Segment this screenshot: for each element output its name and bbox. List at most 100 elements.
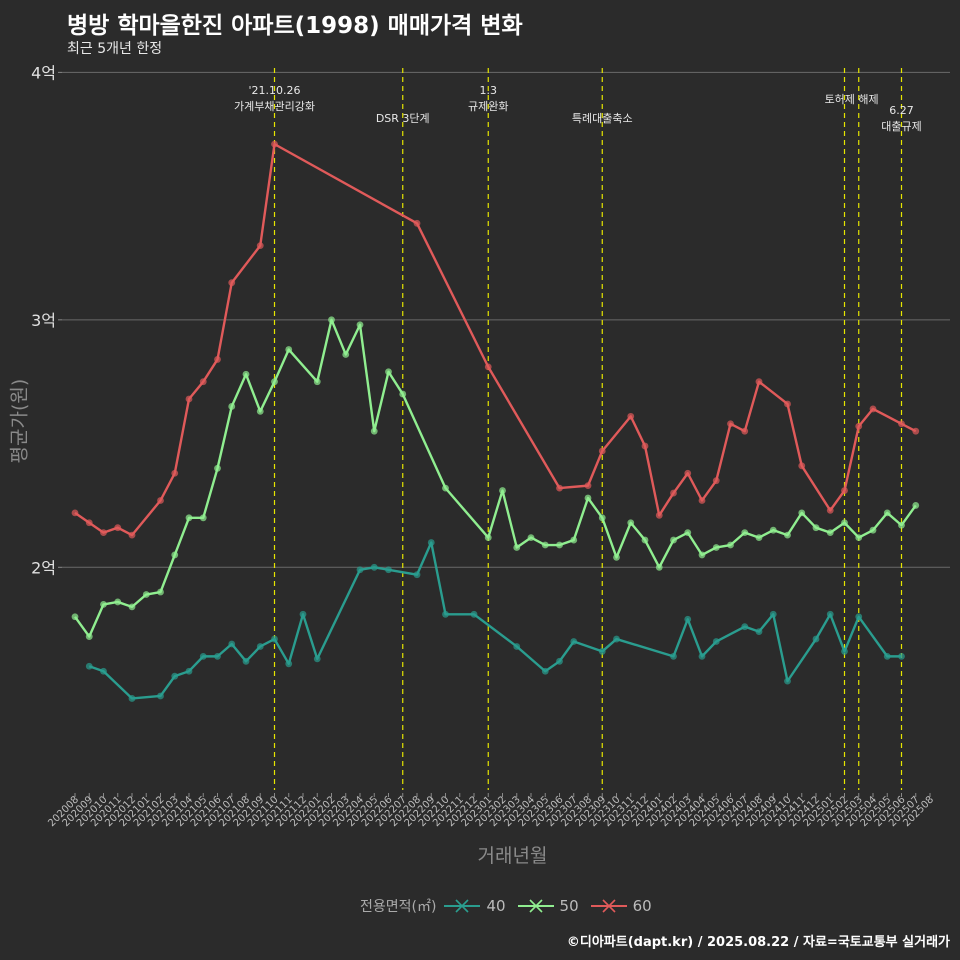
series-point-50 [584,494,592,502]
legend-item-40[interactable]: 40 [444,897,506,915]
series-point-50 [342,351,350,358]
series-point-50 [641,536,649,544]
series-point-60 [755,378,763,386]
series-point-40 [741,623,749,631]
credit-text: ©디아파트(dapt.kr) / 2025.08.22 / 자료=국토교통부 실… [566,935,950,950]
series-point-50 [527,534,535,541]
series-point-50 [271,378,278,386]
series-point-60 [71,509,79,517]
series-point-50 [841,519,848,527]
series-point-50 [484,534,492,541]
series-line-40 [88,541,902,700]
series-point-60 [712,477,720,485]
series-point-40 [883,652,891,660]
series-point-60 [627,412,635,420]
event-label: 토허제 해제 [825,92,879,106]
series-point-40 [385,566,392,574]
series-point-60 [171,469,179,477]
series-point-60 [228,279,236,287]
series-point-50 [114,598,122,606]
series-point-60 [655,511,663,519]
series-point-60 [484,363,492,371]
series-point-60 [199,378,207,386]
series-point-50 [826,529,834,537]
series-point-40 [841,648,848,655]
series-point-50 [185,514,193,522]
event-label: '21.10.26 [248,84,300,97]
series-point-40 [670,652,677,660]
y-tick-label: 3억 [31,311,56,330]
series-point-50 [128,603,136,611]
legend-item-50[interactable]: 50 [517,897,579,915]
series-point-50 [598,514,606,522]
series-point-50 [513,544,521,551]
series-point-50 [171,551,179,559]
series-point-50 [370,427,378,435]
series-point-50 [613,553,620,561]
series-point-40 [313,655,321,663]
series-point-40 [570,638,578,645]
y-axis-label: 평균가(원) [8,378,31,464]
series-point-60 [855,422,863,430]
series-point-60 [698,497,706,504]
series-point-50 [100,601,107,608]
series-point-60 [826,506,834,514]
legend-swatch-40 [444,899,481,913]
series-line-50 [74,318,917,638]
series-point-50 [755,534,763,541]
series-point-50 [556,541,563,549]
legend-item-60[interactable]: 60 [590,897,652,915]
series-point-40 [128,695,136,702]
series-point-50 [256,407,264,415]
series-point-50 [712,544,720,551]
series-point-50 [784,531,791,539]
series-point-50 [214,464,221,472]
series-point-60 [598,447,606,455]
series-point-40 [755,628,763,636]
series-point-50 [385,368,392,376]
event-label: 가계부채관리강화 [234,100,315,113]
series-point-50 [399,390,407,398]
y-tick-label: 4억 [31,63,56,82]
event-label: DSR 3단계 [376,112,430,125]
series-point-50 [328,316,335,324]
series-point-50 [627,519,635,527]
event-label: 규제완화 [468,100,508,113]
series-point-40 [185,667,193,675]
series-point-60 [271,140,278,148]
series-point-50 [869,526,877,534]
series-point-40 [470,610,478,618]
series-point-60 [157,497,164,504]
series-point-40 [698,652,706,660]
series-point-60 [684,469,692,477]
series-point-40 [413,571,421,579]
series-point-50 [285,346,293,353]
series-point-50 [242,370,250,378]
series-point-40 [855,613,863,621]
event-label: 특례대출축소 [572,112,633,125]
series-point-40 [370,563,378,571]
series-point-60 [185,395,193,403]
series-point-50 [912,502,920,509]
series-point-50 [855,534,863,541]
series-point-60 [413,219,421,227]
series-point-60 [898,420,905,428]
series-point-40 [769,610,777,618]
series-point-60 [869,405,877,413]
series-point-50 [313,378,321,386]
series-point-50 [442,484,449,492]
chart-subtitle: 최근 5개년 한정 [67,41,163,57]
series-point-60 [841,487,848,494]
series-point-60 [256,242,264,249]
series-point-60 [128,531,136,539]
series-point-50 [356,321,364,329]
series-point-60 [100,529,107,537]
series-point-40 [85,662,93,670]
series-point-40 [171,672,179,680]
legend-title: 전용면적(㎡) [360,899,437,915]
series-point-50 [541,541,549,549]
series-point-60 [741,427,749,435]
legend-swatch-50 [517,899,554,913]
series-point-60 [584,482,592,490]
